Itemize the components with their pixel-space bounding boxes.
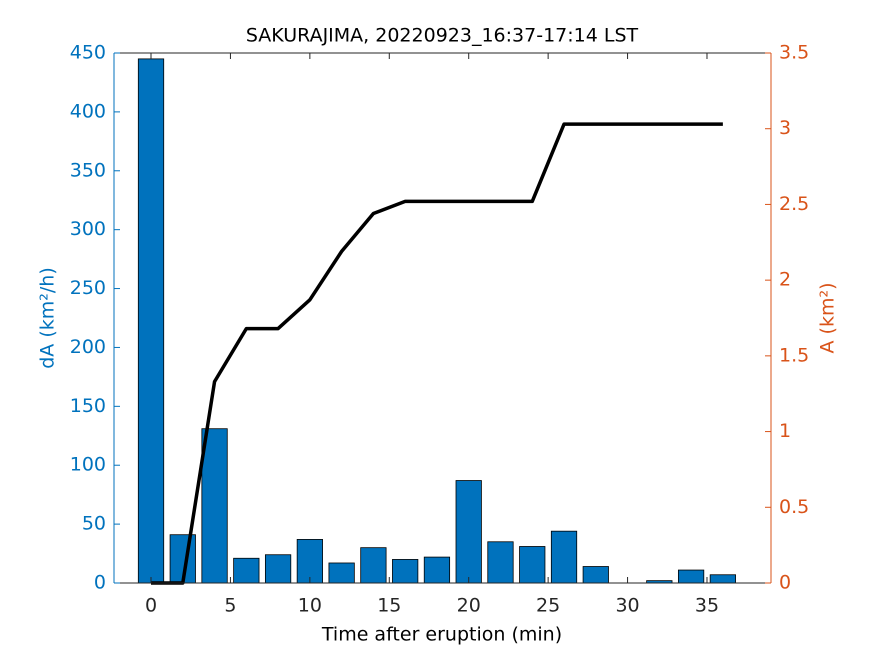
y2-tick-label: 0 (779, 572, 791, 594)
y2-tick-label: 1 (779, 420, 791, 442)
x-tick-label: 15 (377, 595, 401, 617)
y2-tick-label: 3 (779, 117, 791, 139)
x-tick-label: 5 (224, 595, 236, 617)
y-axis-label: dA (km²/h) (37, 267, 59, 369)
x-tick-label: 10 (298, 595, 322, 617)
bar (264, 554, 292, 584)
y2-tick-label: 0.5 (779, 496, 809, 518)
bar (233, 557, 260, 584)
bar (296, 539, 323, 584)
bar (455, 480, 482, 584)
x-tick-label: 30 (615, 595, 639, 617)
y2-axis-label: A (km²) (817, 283, 839, 354)
bar (487, 541, 514, 584)
bar (201, 428, 228, 584)
bar (328, 562, 355, 584)
y-tick-label: 100 (70, 454, 106, 476)
y-tick-label: 400 (70, 100, 106, 122)
x-axis-label: Time after eruption (min) (321, 624, 562, 646)
bar (677, 569, 705, 584)
x-tick-label: 35 (695, 595, 719, 617)
y-tick-label: 350 (70, 159, 106, 181)
y-tick-label: 300 (70, 218, 106, 240)
y-tick-label: 450 (70, 42, 106, 64)
y-tick-label: 250 (70, 277, 106, 299)
bar (582, 566, 609, 584)
y2-tick-label: 2.5 (779, 193, 809, 215)
x-tick-label: 25 (536, 595, 560, 617)
line (151, 122, 723, 585)
chart-title: SAKURAJIMA, 20220923_16:37-17:14 LST (246, 25, 639, 47)
y2-tick-label: 3.5 (779, 42, 809, 64)
bar (519, 546, 546, 584)
y-tick-label: 200 (70, 336, 106, 358)
x-tick-label: 20 (457, 595, 481, 617)
y-tick-label: 0 (94, 572, 106, 594)
bar (360, 547, 387, 584)
y2-tick-label: 2 (779, 269, 791, 291)
bar (550, 530, 578, 584)
bar (137, 58, 165, 584)
bar (423, 556, 451, 584)
x-tick-label: 0 (145, 595, 157, 617)
bar (392, 559, 419, 584)
bar (709, 574, 736, 584)
y-tick-label: 50 (82, 513, 106, 535)
y2-tick-label: 1.5 (779, 344, 809, 366)
y-tick-label: 150 (70, 395, 106, 417)
